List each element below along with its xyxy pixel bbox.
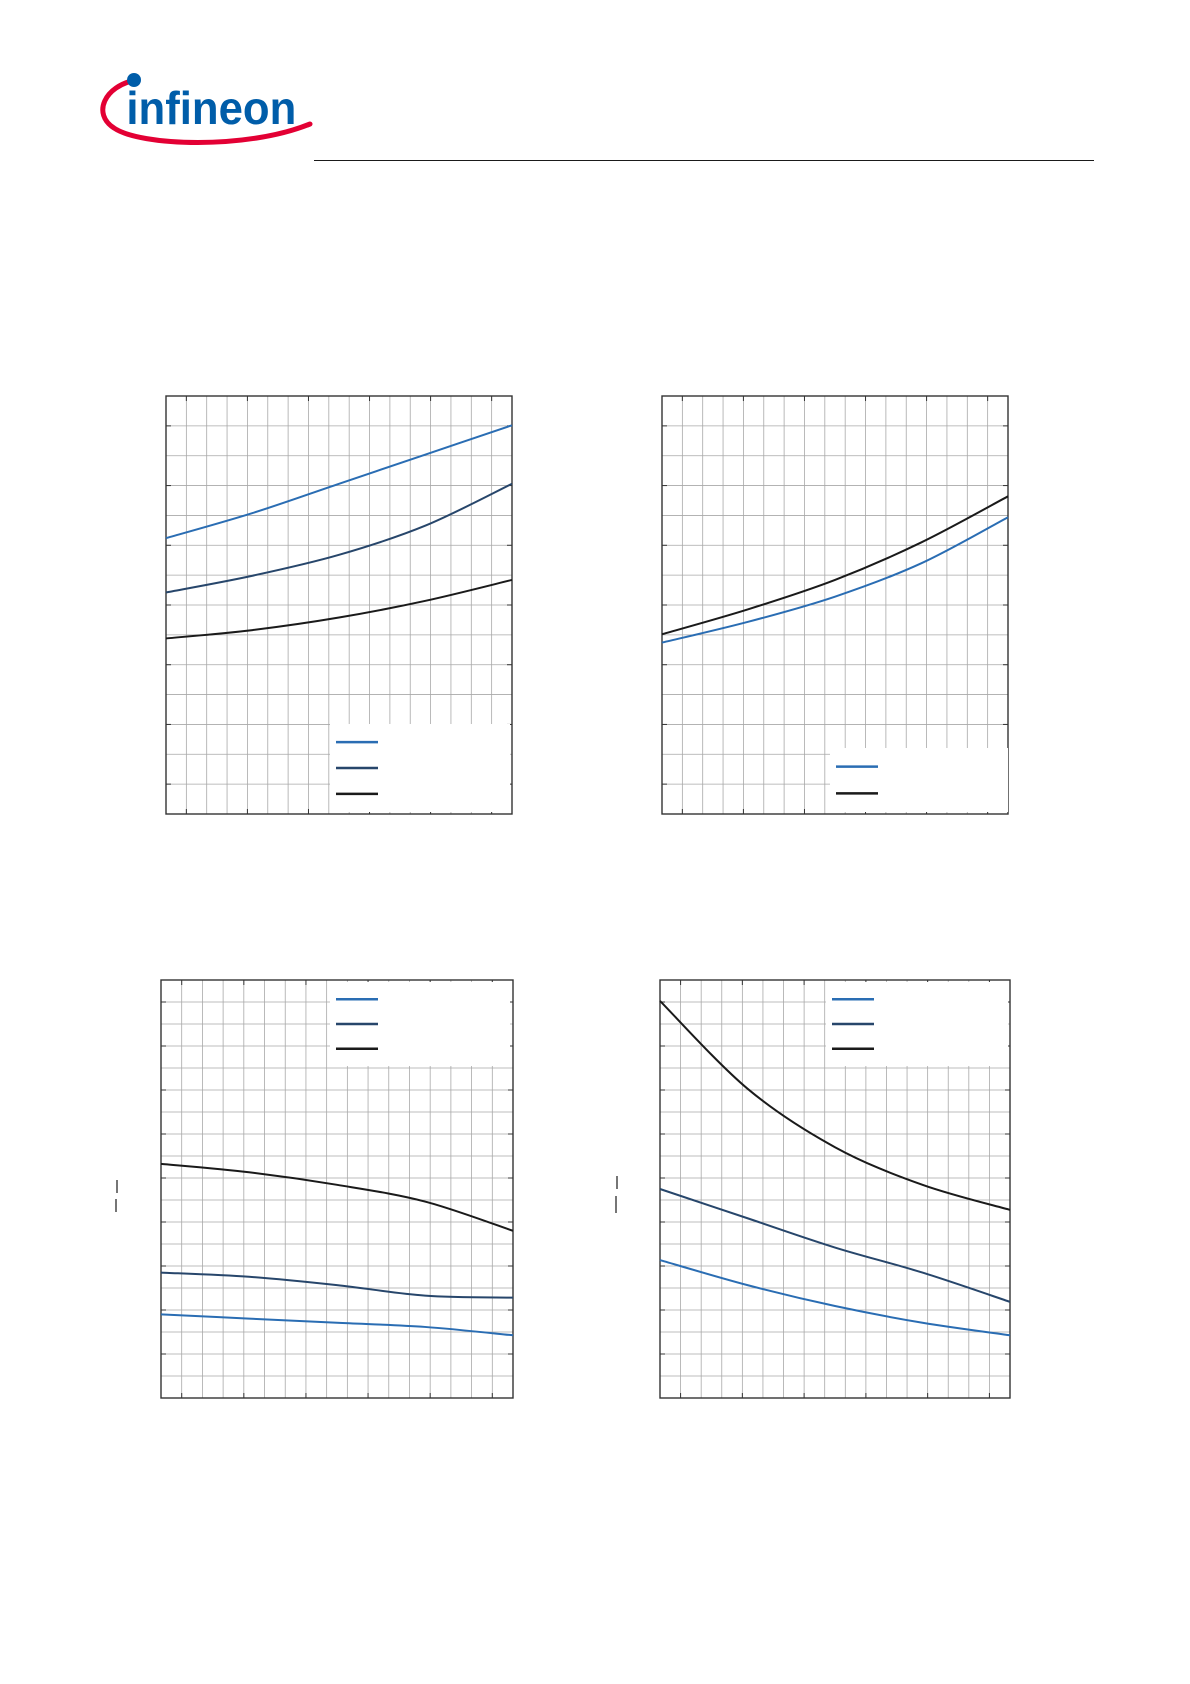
chart-3-frame <box>160 979 514 1399</box>
chart-2-grid <box>662 396 1008 814</box>
chart-1 <box>165 395 513 815</box>
chart-1-legend <box>330 724 510 812</box>
header-rule <box>314 160 1094 161</box>
chart-2-series-1-line <box>661 516 1009 644</box>
logo-wordmark: infineon <box>126 82 296 134</box>
chart-2 <box>661 395 1009 815</box>
chart-2-frame <box>661 395 1009 815</box>
chart-2-series-2-line <box>661 495 1009 636</box>
chart-1-series-1-line <box>165 424 513 540</box>
chart-1-frame <box>165 395 513 815</box>
chart-1-series-3-line <box>165 578 513 640</box>
logo-swoosh-arc <box>100 77 313 145</box>
chart-1-series-2-line <box>165 482 513 594</box>
chart-4 <box>659 979 1011 1399</box>
logo-dot <box>127 73 141 87</box>
chart-3-series-3-line <box>160 1162 514 1232</box>
chart-3-series-2-line <box>160 1271 514 1299</box>
infineon-logo: infineon <box>100 73 313 145</box>
chart-4-series-1-line <box>659 1259 1011 1337</box>
chart-2-legend <box>830 748 1008 812</box>
chart-4-series-2-line <box>659 1188 1011 1303</box>
chart-3-legend <box>330 982 510 1066</box>
chart-4-legend <box>826 982 1008 1066</box>
chart-3-series-1-line <box>160 1313 514 1337</box>
chart-3 <box>160 979 514 1399</box>
chart-4-series-3-line <box>659 1000 1011 1211</box>
legend-box <box>830 748 1008 812</box>
